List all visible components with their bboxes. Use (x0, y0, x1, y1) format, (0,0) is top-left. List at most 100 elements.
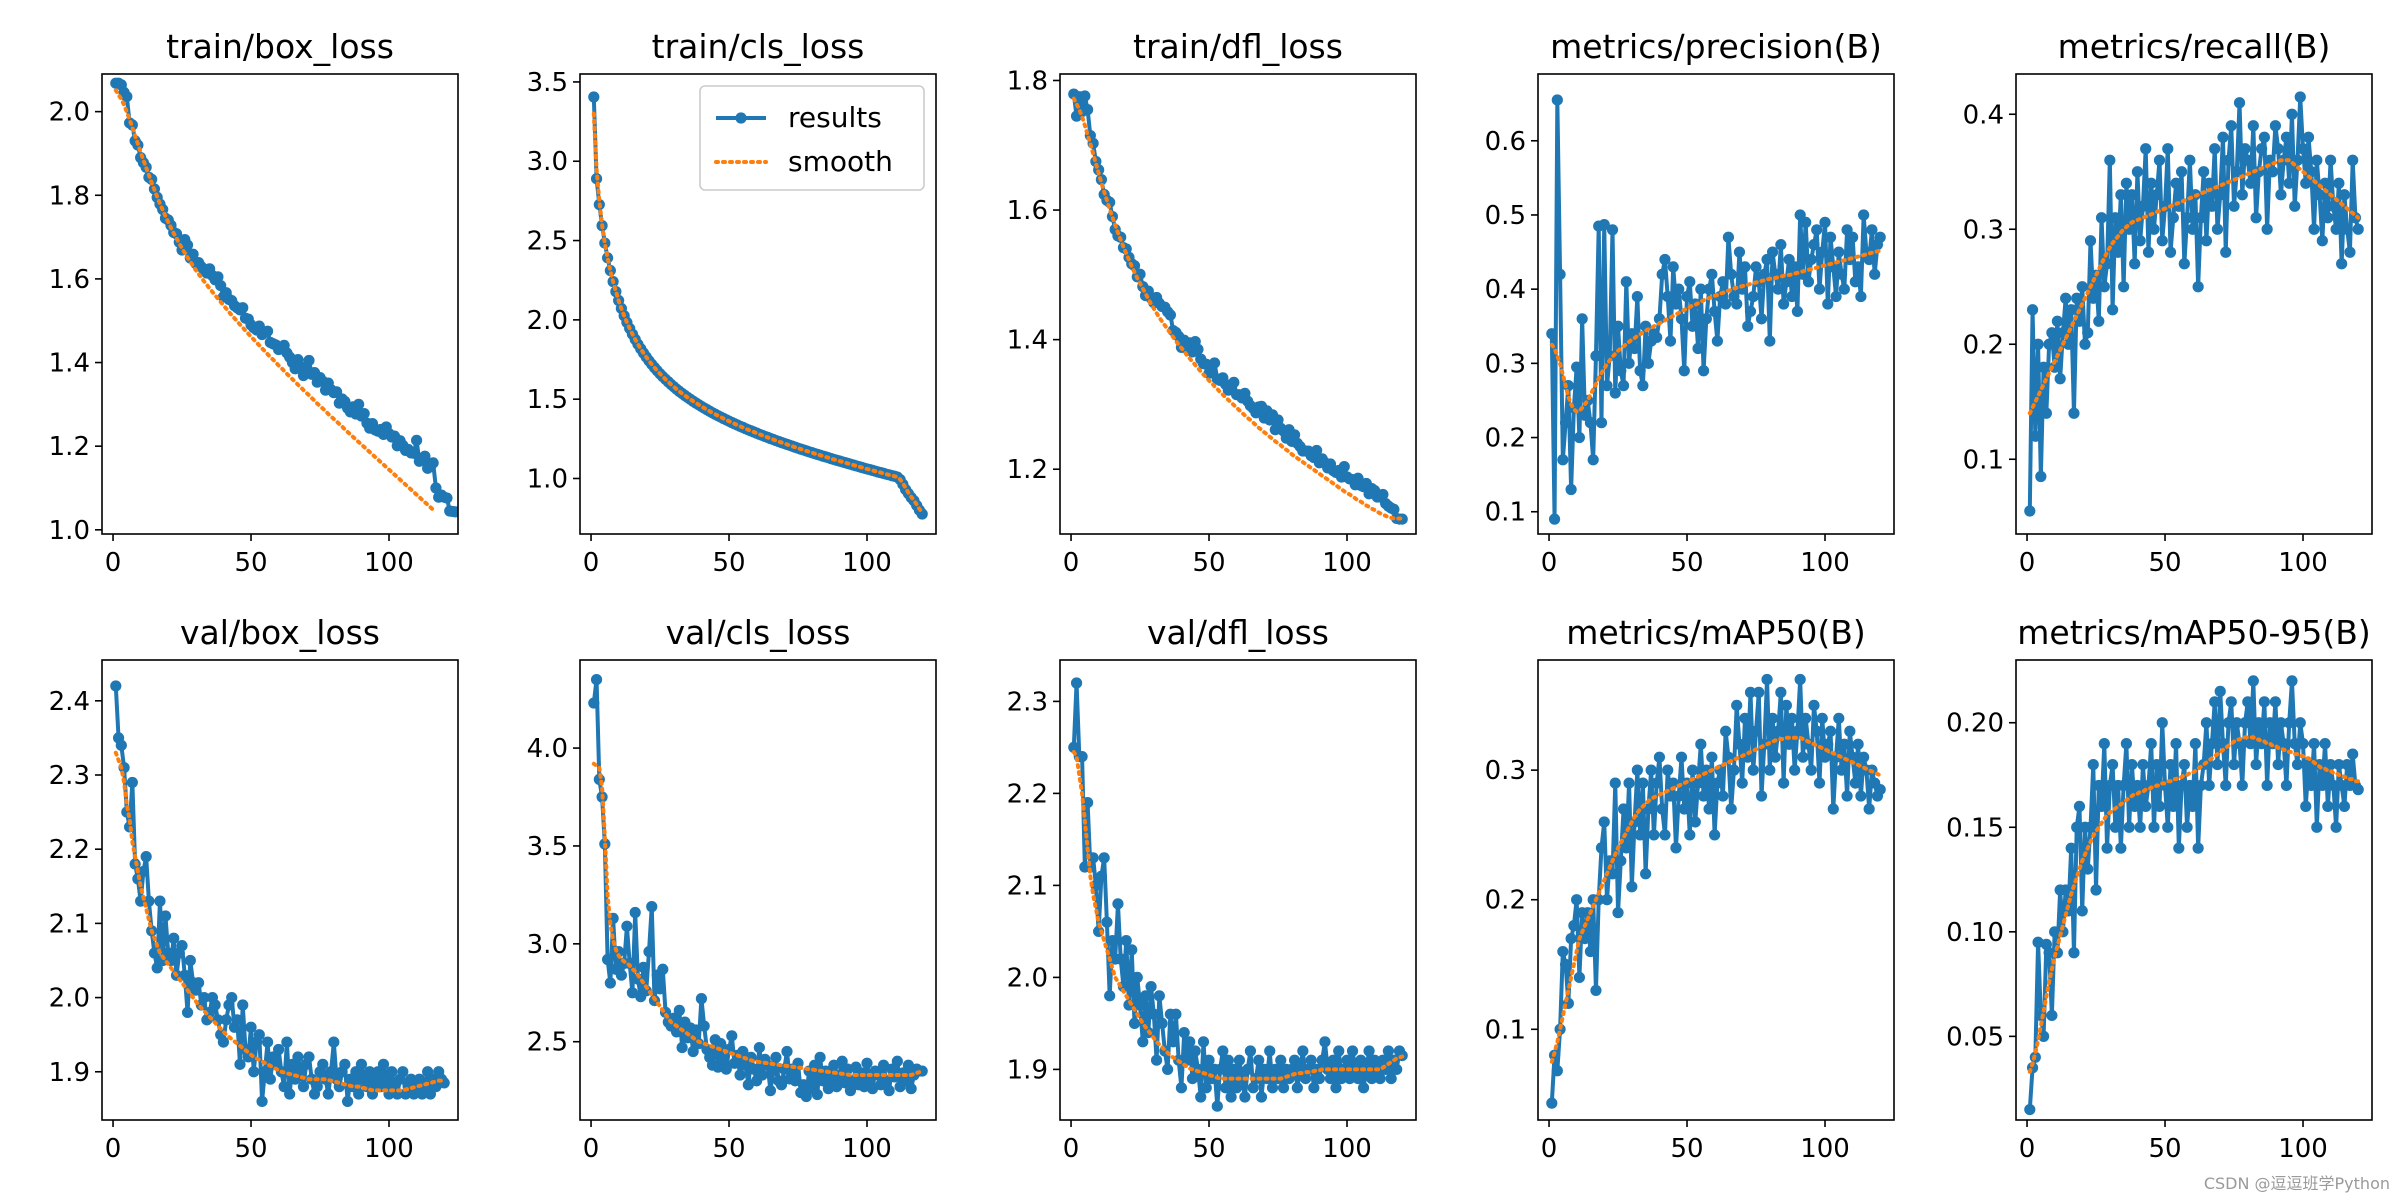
results-point (2043, 947, 2055, 959)
results-point (1275, 1054, 1287, 1066)
x-tick-label: 0 (105, 548, 122, 578)
chart-panel: metrics/precision(B) 0 50 100 0.1 0.2 0.3 0.4 0.… (1485, 27, 1895, 578)
results-point (2198, 166, 2210, 178)
results-point (1388, 503, 1400, 515)
results-point (1678, 803, 1690, 815)
y-tick-label: 0.3 (1963, 215, 2004, 245)
results-point (2079, 338, 2091, 350)
results-point (1288, 429, 1301, 441)
results-point (2054, 373, 2066, 385)
x-tick-label: 0 (2019, 548, 2036, 578)
results-point (248, 1066, 260, 1078)
y-tick-label: 0.2 (1485, 424, 1526, 454)
results-point (322, 1088, 334, 1100)
y-tick-label: 1.8 (49, 181, 90, 211)
results-point (1847, 751, 1859, 763)
results-point (2336, 258, 2348, 270)
results-point (2046, 1009, 2058, 1022)
results-point (2352, 784, 2364, 796)
results-point (1709, 829, 1721, 841)
results-point (1145, 981, 1157, 993)
results-point (1662, 764, 1674, 776)
results-point (1377, 488, 1389, 501)
results-point (140, 851, 152, 863)
legend: results smooth (699, 85, 925, 191)
results-point (311, 1081, 323, 1093)
results-point (1711, 777, 1723, 789)
results-point (2137, 758, 2149, 771)
plot-frame (101, 73, 459, 535)
results-point (1750, 725, 1762, 737)
y-tick-label: 3.5 (527, 832, 568, 862)
results-point (1546, 1097, 1558, 1109)
results-point (1838, 738, 1850, 750)
results-point (1670, 298, 1682, 310)
results-point (2173, 842, 2185, 854)
results-point (1637, 777, 1649, 789)
results-point (2319, 738, 2331, 750)
results-point (2322, 800, 2334, 812)
results-point (1833, 246, 1845, 258)
results-point (1852, 738, 1864, 750)
results-point (1789, 261, 1801, 273)
results-point (1869, 268, 1881, 280)
results-point (2269, 696, 2282, 708)
results-point (2115, 189, 2127, 201)
results-point (1706, 751, 1718, 763)
results-point (2330, 223, 2342, 235)
results-point (1764, 764, 1776, 776)
results-point (1095, 870, 1107, 882)
results-point (2076, 281, 2088, 293)
results-point (1617, 803, 1630, 815)
results-point (2236, 189, 2248, 201)
results-point (1377, 1054, 1389, 1066)
results-point (1587, 454, 1599, 466)
results-point (1291, 1082, 1303, 1094)
results-point (2118, 779, 2130, 792)
results-point (273, 1043, 285, 1056)
results-point (1802, 276, 1815, 288)
results-point (137, 865, 149, 878)
results-point (1557, 945, 1569, 958)
results-point (2106, 758, 2119, 771)
results-point (2347, 154, 2359, 166)
results-point (2220, 779, 2232, 792)
results-point (1369, 1054, 1381, 1066)
results-point (1148, 1008, 1160, 1020)
results-point (2233, 738, 2246, 750)
results-line (1071, 681, 1404, 1109)
smooth-line (1071, 750, 1405, 1081)
results-point (1192, 343, 1204, 355)
results-point (1695, 283, 1707, 295)
results-point (1612, 907, 1624, 919)
results-point (1609, 777, 1621, 789)
results-point (2311, 154, 2323, 166)
results-point (2142, 246, 2155, 258)
results-point (2184, 779, 2196, 792)
y-tick-label: 0.4 (1963, 100, 2004, 130)
results-point (1203, 1054, 1215, 1066)
results-point (2065, 842, 2077, 854)
y-tick-label: 2.2 (1007, 779, 1048, 809)
results-point (1808, 699, 1820, 711)
results-point (2261, 779, 2273, 792)
x-tick-label: 50 (2148, 548, 2181, 578)
results-point (1324, 1073, 1337, 1085)
results-point (2118, 281, 2130, 293)
results-point (2162, 821, 2174, 833)
results-point (621, 920, 633, 932)
results-point (2167, 212, 2179, 224)
results-point (1800, 712, 1812, 724)
results-point (1703, 283, 1715, 295)
results-point (1623, 777, 1635, 789)
results-point (2087, 758, 2099, 771)
results-point (1548, 513, 1561, 525)
results-point (673, 1004, 685, 1016)
results-point (2098, 738, 2110, 750)
y-tick-label: 1.6 (49, 265, 90, 295)
results-point (2046, 327, 2058, 339)
results-point (1722, 231, 1735, 243)
series-group (588, 91, 928, 520)
results-point (2068, 407, 2080, 419)
series-group (2024, 675, 2364, 1116)
